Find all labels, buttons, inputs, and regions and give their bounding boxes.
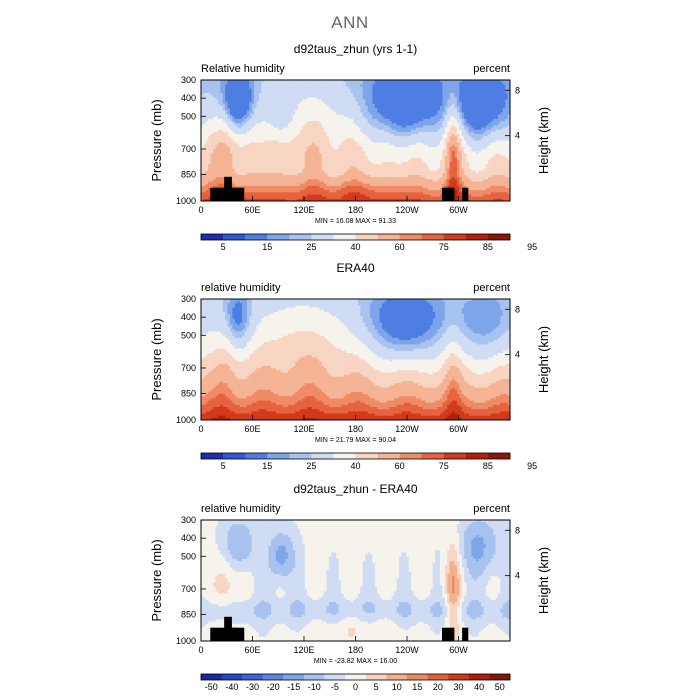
units-label: percent [473,63,510,75]
variable-label: Relative humidity [201,63,285,75]
panel-title: d92taus_zhun (yrs 1-1) [294,42,417,56]
panel-1: d92taus_zhun (yrs 1-1) Relative humidity p… [149,42,551,252]
heatmap-cells [201,80,510,201]
